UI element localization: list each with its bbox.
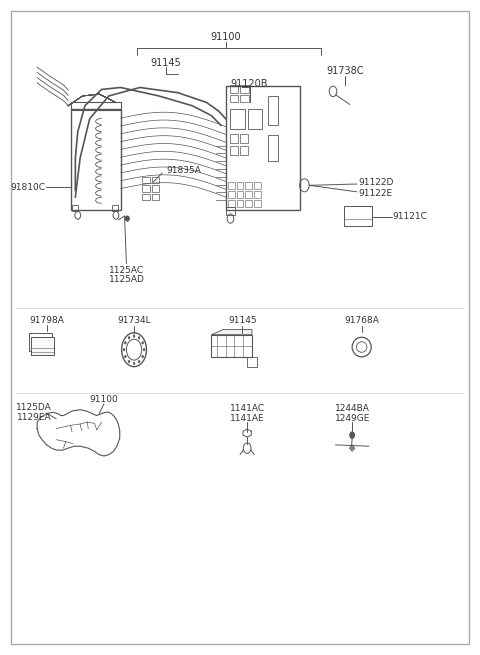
Text: 91738C: 91738C bbox=[326, 66, 364, 76]
Bar bbox=[240, 145, 248, 155]
Text: 91835A: 91835A bbox=[166, 166, 201, 176]
Bar bbox=[32, 337, 54, 355]
Text: 91145: 91145 bbox=[228, 316, 257, 326]
Bar bbox=[230, 134, 238, 143]
Bar bbox=[245, 200, 252, 207]
Circle shape bbox=[124, 341, 126, 344]
Circle shape bbox=[133, 335, 135, 337]
Text: 91121C: 91121C bbox=[393, 212, 428, 221]
Bar bbox=[240, 85, 249, 93]
Bar bbox=[71, 109, 120, 210]
Circle shape bbox=[128, 360, 130, 363]
Text: 91145: 91145 bbox=[151, 58, 181, 67]
Bar bbox=[254, 191, 261, 198]
Circle shape bbox=[350, 432, 355, 438]
Circle shape bbox=[142, 355, 144, 358]
Text: 91798A: 91798A bbox=[29, 316, 64, 326]
Bar bbox=[268, 96, 278, 125]
Bar bbox=[152, 177, 159, 183]
Bar bbox=[230, 109, 245, 128]
Circle shape bbox=[123, 348, 125, 351]
Polygon shape bbox=[211, 329, 252, 335]
Bar bbox=[229, 85, 238, 93]
Polygon shape bbox=[349, 445, 355, 451]
Bar bbox=[228, 191, 235, 198]
Bar bbox=[230, 145, 238, 155]
Bar bbox=[237, 191, 243, 198]
Circle shape bbox=[125, 216, 129, 221]
Text: 1249GE: 1249GE bbox=[335, 414, 370, 422]
Bar bbox=[245, 182, 252, 189]
Bar bbox=[247, 357, 257, 367]
Bar bbox=[152, 194, 159, 200]
Bar bbox=[240, 95, 249, 102]
Text: 1244BA: 1244BA bbox=[335, 404, 370, 413]
Bar bbox=[72, 205, 78, 212]
Circle shape bbox=[133, 362, 135, 365]
Bar bbox=[245, 191, 252, 198]
Circle shape bbox=[142, 341, 144, 344]
Text: 1125AC: 1125AC bbox=[109, 266, 144, 274]
Bar bbox=[152, 185, 159, 192]
Bar bbox=[112, 205, 118, 212]
Bar bbox=[237, 200, 243, 207]
Bar bbox=[142, 194, 150, 200]
Text: 1141AC: 1141AC bbox=[229, 404, 265, 413]
Bar bbox=[29, 333, 52, 351]
Circle shape bbox=[124, 355, 126, 358]
Bar bbox=[211, 335, 252, 357]
Bar bbox=[142, 177, 150, 183]
Bar bbox=[248, 109, 262, 128]
Text: 91734L: 91734L bbox=[117, 316, 151, 326]
Text: 91810C: 91810C bbox=[10, 183, 45, 192]
Bar bbox=[229, 95, 238, 102]
Bar bbox=[142, 185, 150, 192]
Bar bbox=[228, 200, 235, 207]
Circle shape bbox=[143, 348, 145, 351]
Text: 91100: 91100 bbox=[90, 395, 119, 403]
Circle shape bbox=[138, 360, 140, 363]
Bar bbox=[268, 135, 278, 161]
Text: 91120B: 91120B bbox=[231, 79, 268, 88]
Bar bbox=[254, 182, 261, 189]
Text: 1125AD: 1125AD bbox=[108, 275, 144, 284]
Bar bbox=[71, 102, 120, 110]
Bar bbox=[228, 182, 235, 189]
Text: 91122D: 91122D bbox=[359, 178, 394, 187]
Text: 91768A: 91768A bbox=[344, 316, 379, 326]
Bar bbox=[240, 134, 248, 143]
Text: 1125DA: 1125DA bbox=[16, 403, 52, 412]
Circle shape bbox=[138, 337, 140, 339]
Text: 1141AE: 1141AE bbox=[230, 414, 264, 422]
Text: 91100: 91100 bbox=[210, 32, 241, 43]
Bar bbox=[226, 208, 235, 215]
Bar bbox=[254, 200, 261, 207]
Circle shape bbox=[128, 337, 130, 339]
Text: 1129EA: 1129EA bbox=[16, 413, 51, 422]
Bar bbox=[237, 182, 243, 189]
Text: 91122E: 91122E bbox=[359, 189, 393, 198]
Bar bbox=[344, 206, 372, 227]
Bar bbox=[226, 86, 300, 210]
